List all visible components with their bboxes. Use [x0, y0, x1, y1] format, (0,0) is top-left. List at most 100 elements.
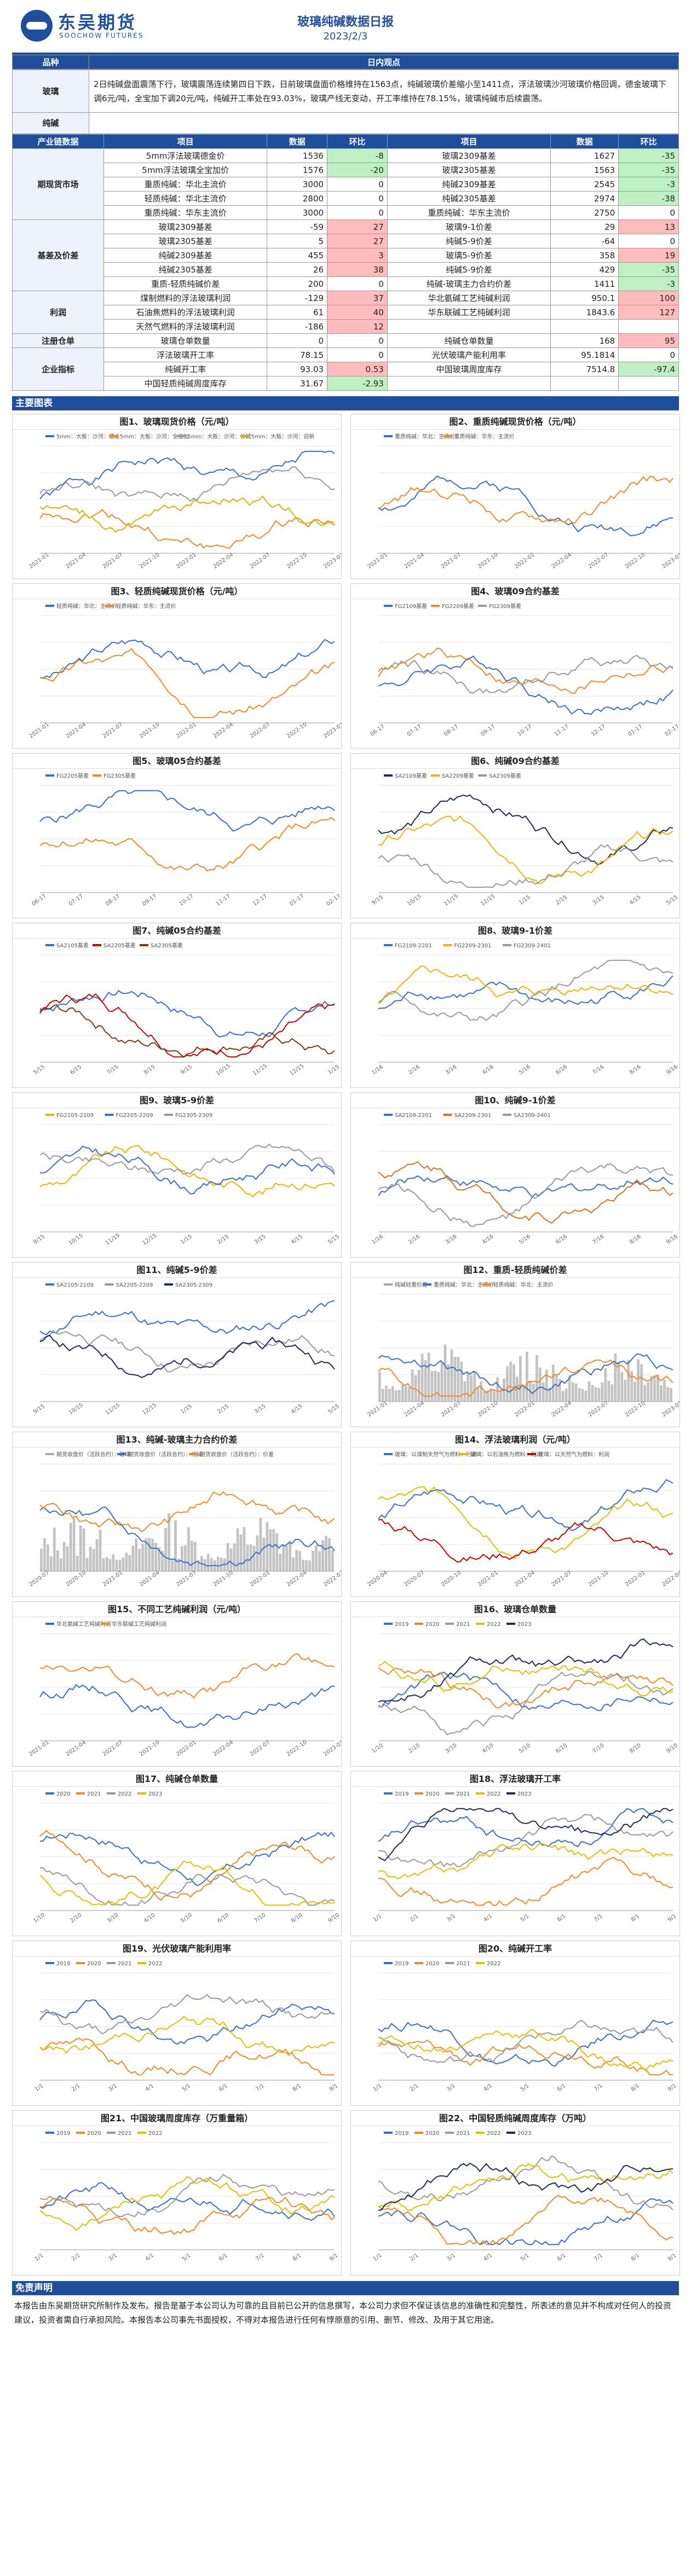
- item-value: 78.15: [267, 348, 328, 362]
- legend-label: 2021: [118, 2131, 131, 2137]
- series-line: [39, 2037, 335, 2076]
- x-tick-label: 10/15: [68, 1402, 84, 1416]
- series-line: [39, 2176, 335, 2231]
- item-change: -20: [327, 163, 388, 177]
- group-label: 注册仓单: [11, 333, 105, 348]
- x-tick-label: 2020-10: [440, 1570, 463, 1588]
- bar-mark: [486, 1390, 490, 1402]
- item-value: 1627: [550, 148, 619, 163]
- chart-panel: 图17、纯碱仓单数量 2020 2021 2022 2023 1/10 2/10 3/10 4/…: [12, 1771, 342, 1936]
- legend-swatch: [414, 1792, 423, 1794]
- legend-label: 2020: [425, 1791, 439, 1797]
- x-tick-label: 6/1: [556, 2253, 567, 2262]
- bar-mark: [69, 1523, 72, 1571]
- bar-mark: [499, 1390, 502, 1402]
- series-line: [378, 1163, 673, 1228]
- x-tick-label: 5/1: [181, 2253, 192, 2262]
- x-tick-label: 3/1: [107, 2083, 118, 2093]
- bar-mark: [115, 1560, 118, 1571]
- item-change: -2.93: [327, 376, 388, 391]
- item-label: 玻璃仓单数量: [103, 333, 268, 348]
- item-value: [550, 376, 619, 391]
- x-tick-label: 2021-10: [588, 1570, 610, 1588]
- legend-swatch: [240, 435, 249, 437]
- item-change: 0: [618, 348, 679, 362]
- legend-label: 5mm：大板：沙河：长城: [188, 433, 251, 440]
- legend-swatch: [384, 1114, 393, 1116]
- bar-mark: [164, 1528, 167, 1571]
- chart-panel: 图9、玻璃5-9价差 FG2105-2109 FG2205-2209 FG2305-2…: [12, 1092, 342, 1258]
- legend-label: SA2105基差: [56, 942, 89, 949]
- legend-label: 玻璃：以煤制天然气为燃料：利润: [395, 1451, 477, 1458]
- legend-swatch: [45, 435, 54, 437]
- bar-mark: [59, 1558, 62, 1571]
- legend-label: SA2209基差: [442, 772, 474, 779]
- chart-panel: 图2、重质纯碱现货价格（元/吨） 重质纯碱：华北：主流价 重质纯碱：华东：主流价 20…: [350, 414, 680, 579]
- series-line: [378, 1856, 673, 1906]
- legend-label: 轻质纯碱：华东：主流价: [116, 603, 176, 610]
- bar-mark: [279, 1553, 282, 1571]
- legend-swatch: [506, 1623, 515, 1625]
- x-tick-label: 8/1: [292, 2253, 302, 2262]
- bar-mark: [151, 1538, 154, 1571]
- x-tick-label: 1/1: [372, 1913, 383, 1923]
- table-row: 纯碱2309基差 455 3 玻璃5-9价差 358 19: [13, 248, 679, 263]
- bar-mark: [141, 1544, 145, 1571]
- legend-label: 2020: [56, 1791, 70, 1797]
- item-label: 重质纯碱：华东主流价: [387, 205, 551, 220]
- legend-label: FG2209基差: [442, 603, 474, 610]
- legend-label: 2019: [395, 1791, 408, 1797]
- chart-title: 图21、中国玻璃周度库存（万重量箱）: [13, 2111, 341, 2126]
- legend-label: 重质纯碱：华北：主流价: [395, 433, 455, 440]
- report-title: 玻璃纯碱数据日报: [297, 15, 394, 29]
- chart-title: 图3、轻质纯碱现货价格（元/吨）: [13, 584, 341, 599]
- x-tick-label: 2023-01: [323, 1739, 341, 1757]
- item-label: 华东联碱工艺纯碱利润: [387, 305, 551, 320]
- disclaimer-title: 免责声明: [12, 2281, 679, 2295]
- x-tick-label: 9/15: [32, 1234, 46, 1246]
- bar-mark: [43, 1538, 46, 1571]
- legend-label: FG2109基差: [395, 603, 427, 610]
- x-tick-label: 2021-01: [28, 552, 50, 570]
- item-label: 玻璃2305基差: [103, 234, 268, 248]
- item-value: 0: [267, 333, 328, 348]
- bar-mark: [49, 1556, 53, 1571]
- item-change: 37: [327, 291, 388, 305]
- series-line: [39, 450, 335, 500]
- bar-mark: [460, 1362, 463, 1402]
- bar-mark: [611, 1384, 614, 1402]
- report-header: 东吴期货 SOOCHOW FUTURES 玻璃纯碱数据日报 2023/2/3: [12, 0, 679, 55]
- x-tick-label: 2022-07: [249, 552, 272, 570]
- legend-swatch: [45, 1283, 54, 1286]
- data-header-c4: 环比: [327, 134, 388, 149]
- chart-panel: 图21、中国玻璃周度库存（万重量箱） 2019 2020 2021 2022 1/1 2/1…: [12, 2110, 342, 2276]
- bar-mark: [216, 1556, 220, 1571]
- series-line: [378, 2155, 673, 2210]
- x-tick-label: 4/1: [145, 2253, 155, 2262]
- chart-svg: SA2109-2201 SA2209-2301 SA2309-2401 1/16 2/1…: [371, 1113, 679, 1246]
- x-tick-label: 11-17: [554, 723, 570, 738]
- item-change: -35: [618, 148, 679, 163]
- bar-mark: [187, 1527, 190, 1571]
- item-value: 61: [267, 305, 328, 320]
- bar-mark: [285, 1545, 289, 1571]
- bar-mark: [158, 1547, 160, 1571]
- legend-label: 2021: [456, 1961, 470, 1967]
- bar-mark: [89, 1547, 92, 1571]
- x-tick-label: 01-17: [289, 893, 305, 907]
- x-tick-label: 5/15: [32, 1064, 46, 1076]
- bar-mark: [148, 1537, 151, 1571]
- item-change: 12: [327, 319, 388, 334]
- x-tick-label: 12-17: [252, 893, 268, 907]
- x-tick-label: 8/1: [630, 2253, 641, 2262]
- chart-svg: 2019 2020 2021 2022 1/1 2/1 3/1 4/1 5/1 6/1 7/1 8/1…: [34, 2131, 339, 2262]
- x-tick-label: 2021-07: [102, 1739, 124, 1757]
- legend-swatch: [45, 1453, 54, 1455]
- bar-mark: [430, 1371, 434, 1402]
- table-row: 重质纯碱：华东主流价 3000 0 重质纯碱：华东主流价 2750 0: [13, 205, 679, 220]
- x-tick-label: 5/1: [181, 2083, 192, 2093]
- bar-mark: [388, 1388, 391, 1402]
- legend-label: SA2309-2401: [514, 1113, 551, 1119]
